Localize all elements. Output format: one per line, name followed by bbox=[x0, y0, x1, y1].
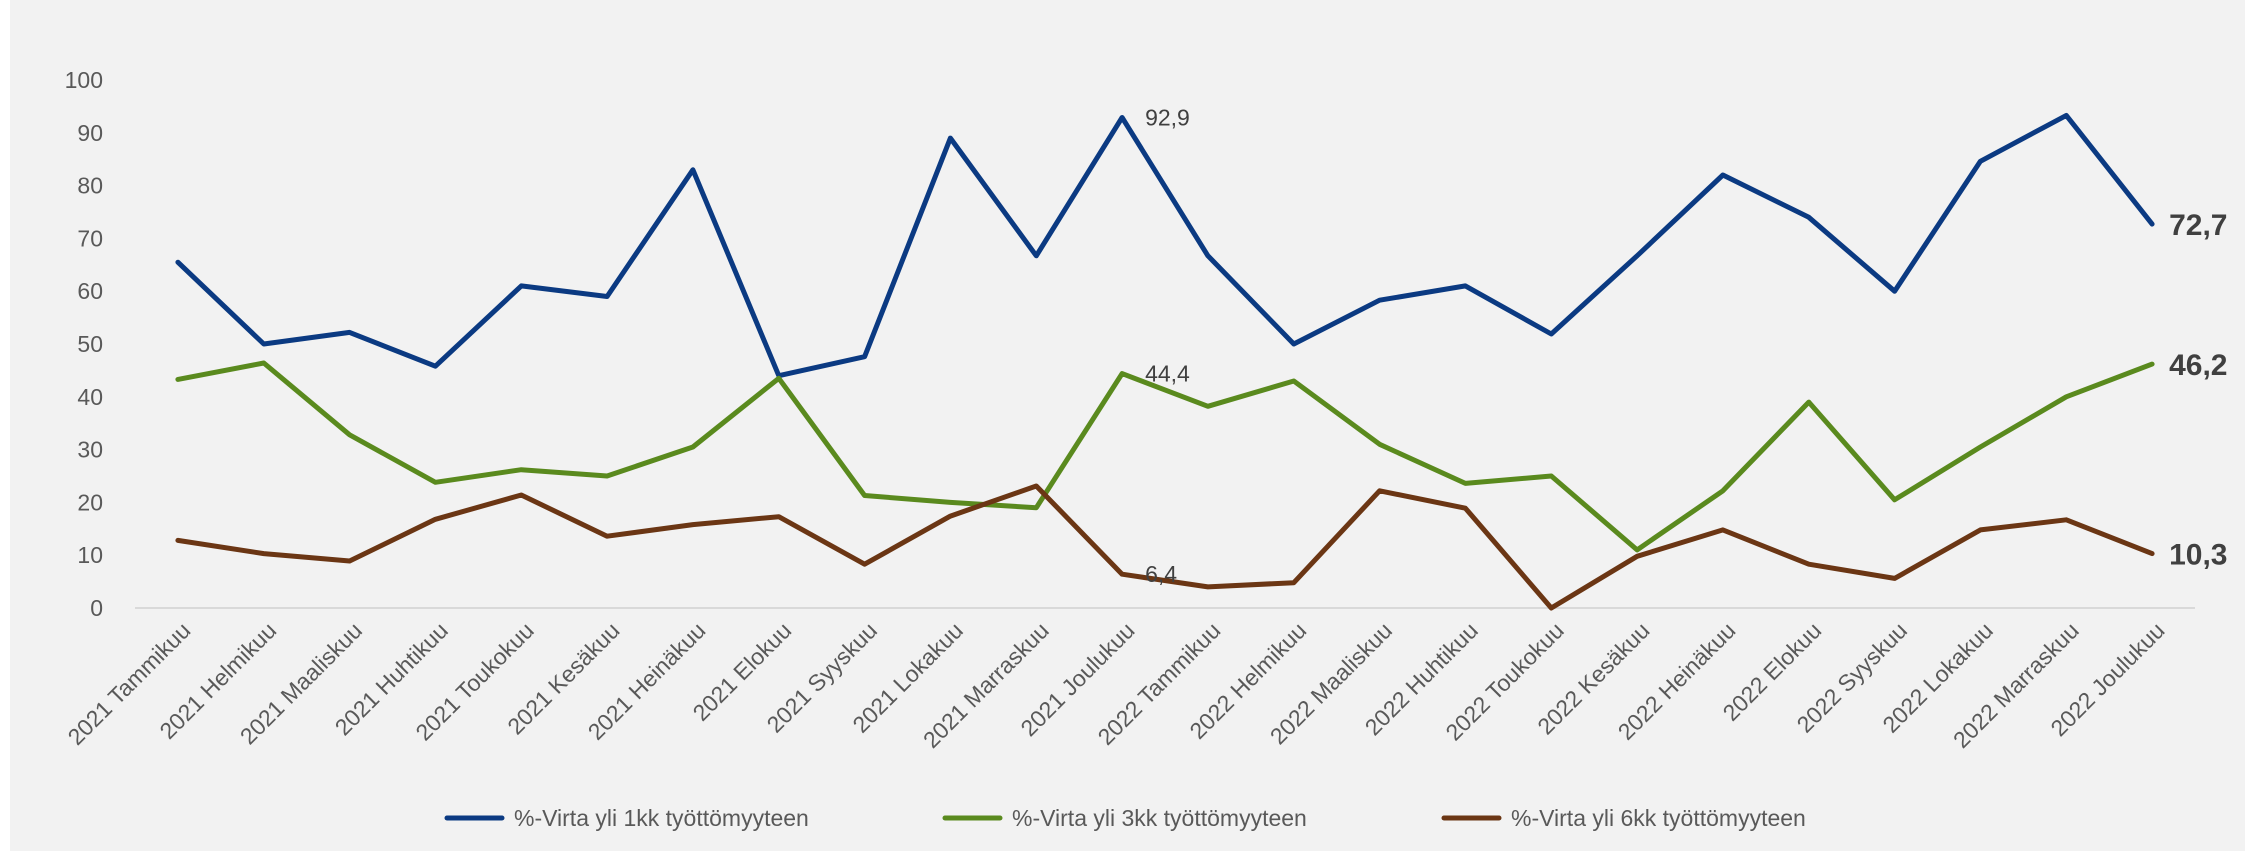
legend: %-Virta yli 1kk työttömyyteen %-Virta yli… bbox=[444, 805, 1806, 831]
data-label: 46,2 bbox=[2169, 349, 2227, 382]
series-line-1 bbox=[175, 112, 2155, 379]
data-labels: 92,9 44,4 6,4 72,7 46,2 10,3 bbox=[1145, 104, 2227, 587]
data-label: 44,4 bbox=[1145, 361, 1190, 387]
y-axis: 0 10 20 30 40 50 60 70 80 90 100 bbox=[65, 67, 103, 621]
y-tick-label: 20 bbox=[77, 489, 103, 515]
series-line-2 bbox=[175, 360, 2155, 553]
y-tick-label: 100 bbox=[65, 67, 103, 93]
y-tick-label: 60 bbox=[77, 278, 103, 304]
y-tick-label: 90 bbox=[77, 120, 103, 146]
data-label: 10,3 bbox=[2169, 539, 2227, 572]
y-tick-label: 50 bbox=[77, 331, 103, 357]
plot-background bbox=[10, 0, 2245, 851]
y-tick-label: 40 bbox=[77, 384, 103, 410]
y-tick-label: 70 bbox=[77, 225, 103, 251]
series-group bbox=[175, 112, 2155, 611]
data-label: 92,9 bbox=[1145, 104, 1190, 130]
data-label: 72,7 bbox=[2169, 209, 2227, 242]
legend-label: %-Virta yli 1kk työttömyyteen bbox=[514, 805, 809, 831]
data-label: 6,4 bbox=[1145, 561, 1177, 587]
y-tick-label: 80 bbox=[77, 173, 103, 199]
y-tick-label: 0 bbox=[90, 595, 103, 621]
y-tick-label: 30 bbox=[77, 437, 103, 463]
legend-label: %-Virta yli 3kk työttömyyteen bbox=[1012, 805, 1307, 831]
y-tick-label: 10 bbox=[77, 542, 103, 568]
legend-label: %-Virta yli 6kk työttömyyteen bbox=[1511, 805, 1806, 831]
series-line-3 bbox=[175, 483, 2155, 611]
